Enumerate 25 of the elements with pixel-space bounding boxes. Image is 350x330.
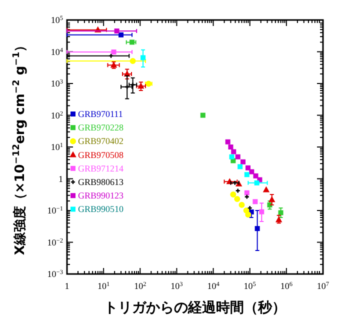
x-tick-label: 10$^{1}$: [97, 280, 110, 291]
xlabel: トリガからの経過時間（秒）: [104, 300, 286, 316]
y-tick-label: 10$^{−1}$: [47, 205, 63, 216]
y-tick-label: 10$^{4}$: [50, 46, 64, 57]
x-tick-label: 10$^{3}$: [170, 280, 183, 291]
y-tick-label: 10$^{−2}$: [47, 236, 63, 248]
x-tick-label: 10$^{6}$: [280, 280, 293, 291]
legend-label: GRB971214: [78, 163, 124, 174]
y-tick-label: 10$^{−3}$: [47, 268, 63, 279]
y-tick-label: 10$^{5}$: [50, 14, 63, 25]
x-tick-label: 10$^{2}$: [134, 280, 146, 291]
y-tick-label: 1: [58, 174, 63, 184]
x-tick-label: 10$^{4}$: [207, 280, 220, 291]
legend-label: GRB990123: [78, 190, 124, 201]
legend-label: GRB970508: [78, 150, 124, 160]
y-tick-label: 10$^{2}$: [50, 110, 63, 120]
legend-label: GRB990510: [78, 204, 124, 214]
y-tick-label: 10$^{3}$: [50, 78, 63, 88]
x-tick-label: 10$^{5}$: [244, 280, 256, 291]
legend-label: GRB970228: [78, 122, 124, 133]
legend-label: GRB980613: [78, 177, 124, 187]
x-tick-label: 10$^{7}$: [316, 280, 330, 291]
y-tick-label: 10$^{1}$: [50, 142, 63, 152]
legend-label: GRB970111: [78, 109, 123, 119]
legend-label: GRB970402: [78, 136, 124, 146]
